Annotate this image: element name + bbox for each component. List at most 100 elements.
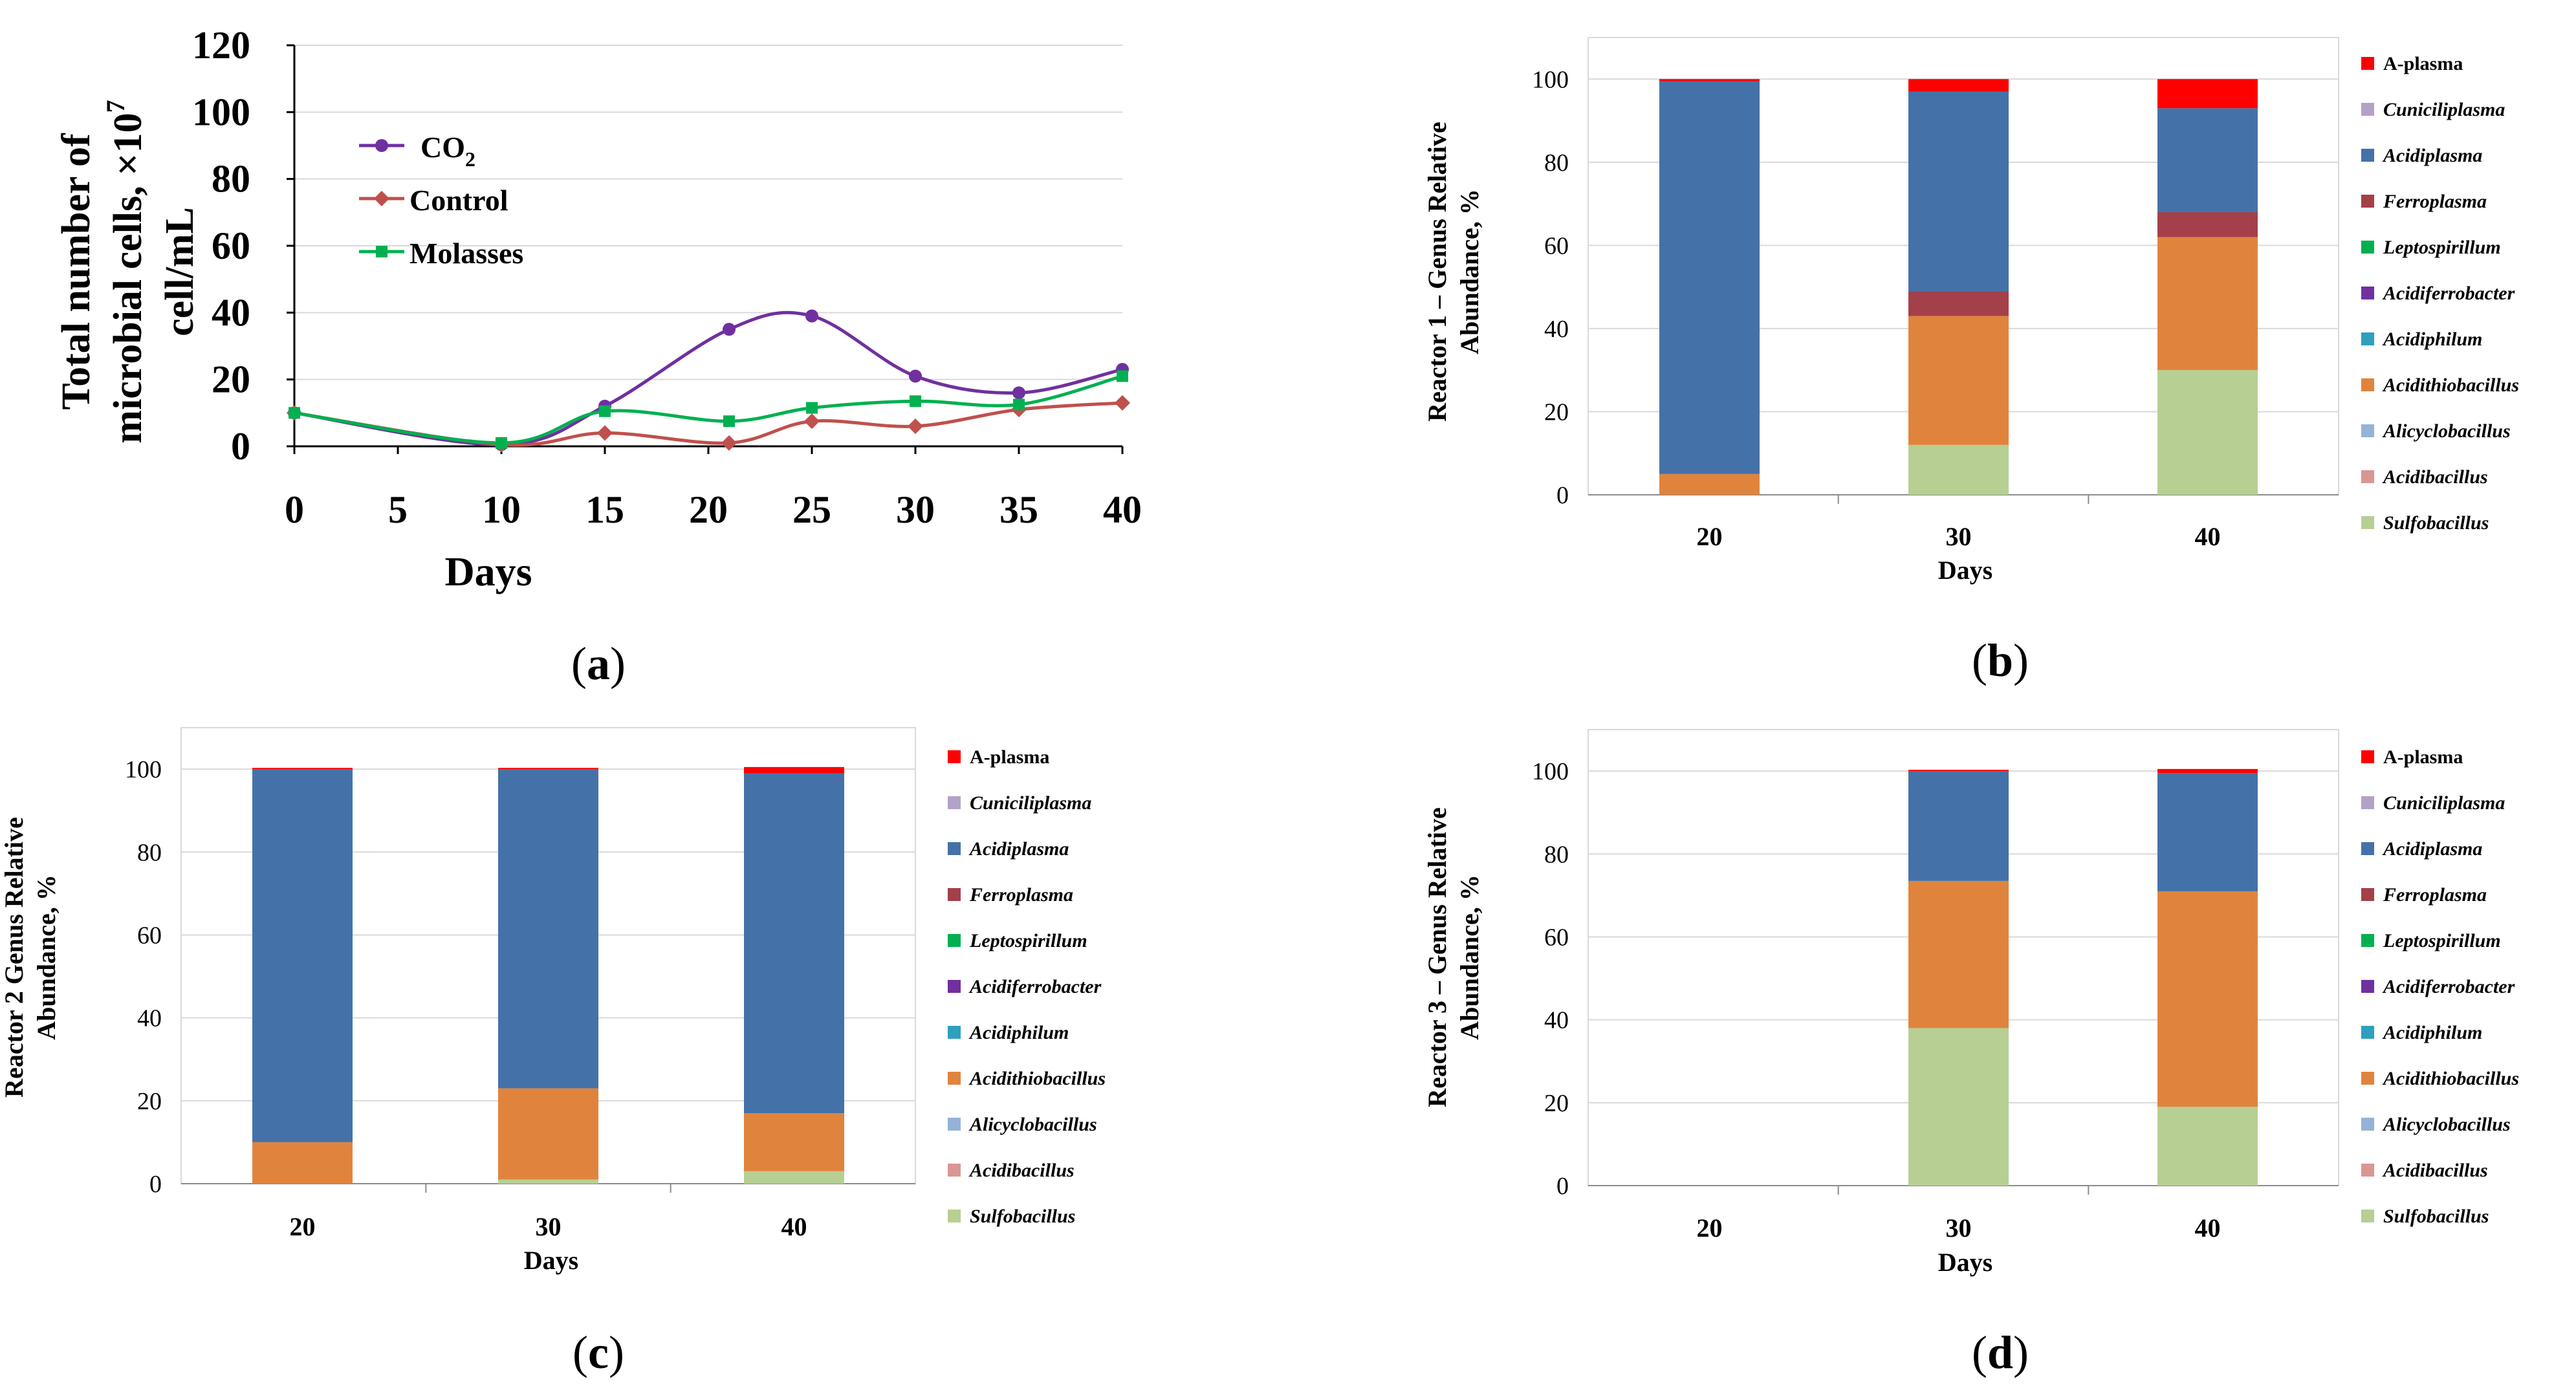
b-legend-swatch — [2361, 378, 2374, 391]
c-legend-label: Acidithiobacillus — [968, 1068, 1106, 1089]
b-legend-label: Cuniciliplasma — [2383, 99, 2505, 120]
d-y-tick-label: 100 — [1532, 758, 1569, 785]
a-legend-label: Control — [409, 184, 508, 217]
b-legend-swatch — [2361, 470, 2374, 483]
d-legend-label: Cuniciliplasma — [2383, 792, 2505, 814]
panel-c: 0 20 40 60 80 100 20 30 40 Days Reactor 2 Genus Re… — [0, 727, 1106, 1378]
a-data-point — [1012, 386, 1025, 400]
c-legend-label: Acidiferrobacter — [968, 976, 1102, 997]
b-legend-swatch — [2361, 332, 2374, 345]
a-series-control — [287, 395, 1130, 453]
d-legend-label: Acidithiobacillus — [2382, 1068, 2519, 1089]
a-data-point — [723, 323, 736, 336]
a-y-axis-title-line: Total number of — [54, 133, 98, 410]
d-y-tick-label: 0 — [1556, 1173, 1569, 1200]
c-legend-label: Acidiphilum — [968, 1022, 1069, 1043]
a-y-tick-label: 0 — [231, 425, 250, 468]
c-y-tick-label: 80 — [137, 839, 162, 866]
b-y-tick-label: 100 — [1532, 66, 1569, 93]
b-bar-ferroplasma — [2157, 212, 2258, 237]
d-legend-label: Ferroplasma — [2383, 884, 2487, 906]
a-data-point — [1013, 398, 1025, 411]
c-y-tick-label: 20 — [137, 1088, 162, 1115]
panel-letter: d — [1987, 1327, 2013, 1378]
d-legend-swatch — [2361, 934, 2374, 947]
b-legend-label: Acidithiobacillus — [2382, 375, 2519, 396]
a-data-point — [1115, 395, 1130, 411]
b-legend-label: Acidiferrobacter — [2382, 283, 2515, 304]
d-legend-swatch — [2361, 750, 2374, 763]
c-bar-sulfobacillus — [744, 1171, 844, 1184]
b-x-tick-label: 40 — [2195, 522, 2221, 551]
d-bar-a-plasma — [2157, 768, 2258, 774]
a-data-point — [599, 405, 611, 417]
d-legend-label: A-plasma — [2383, 746, 2463, 768]
panel-label-b: (b) — [1972, 635, 2029, 686]
b-x-axis-title: Days — [1938, 556, 1992, 585]
c-y-axis-title-line: Abundance, % — [32, 874, 61, 1040]
c-legend: A-plasma Cuniciliplasma Acidiplasma Ferropl… — [948, 746, 1106, 1227]
d-legend-label: Leptospirillum — [2383, 930, 2501, 951]
c-legend-label: A-plasma — [970, 746, 1049, 768]
a-legend-swatch-marker — [376, 246, 387, 257]
c-x-tick-label: 20 — [290, 1212, 316, 1241]
b-bar-acidiplasma — [1908, 91, 2009, 292]
b-legend-swatch — [2361, 287, 2374, 299]
b-y-axis-title-line: Abundance, % — [1455, 189, 1484, 354]
a-legend-label: CO2 — [420, 131, 475, 171]
c-legend-swatch — [948, 842, 961, 855]
b-legend-label: A-plasma — [2383, 53, 2463, 74]
a-legend-swatch-marker — [375, 139, 388, 152]
d-legend-label: Alicyclobacillus — [2382, 1114, 2511, 1135]
c-legend-swatch — [948, 1164, 961, 1177]
c-legend-swatch — [948, 796, 961, 809]
a-data-point — [804, 413, 820, 429]
a-legend-swatch-marker — [374, 191, 389, 206]
b-y-tick-label: 20 — [1544, 398, 1569, 426]
c-legend-label: Cuniciliplasma — [970, 792, 1091, 814]
b-y-axis-title-line: Reactor 1 – Genus Relative — [1423, 122, 1452, 422]
panel-paren: ) — [2013, 1327, 2029, 1378]
c-legend-swatch — [948, 888, 961, 901]
c-legend-swatch — [948, 750, 961, 763]
b-y-tick-label: 40 — [1544, 316, 1569, 343]
b-legend-label: Sulfobacillus — [2383, 512, 2489, 534]
a-series-line — [294, 375, 1123, 445]
a-y-axis-title: Total number of microbial cells, ×107cell… — [54, 100, 202, 443]
a-legend-label: Molasses — [409, 237, 523, 270]
d-bar-acidiplasma — [2157, 773, 2258, 891]
d-x-tick-label: 40 — [2195, 1213, 2221, 1243]
a-y-tick-label: 80 — [212, 158, 250, 201]
a-x-axis-title: Days — [444, 548, 532, 594]
panel-paren: ) — [609, 1327, 624, 1378]
d-bar-sulfobacillus — [2157, 1107, 2258, 1186]
c-legend-swatch — [948, 1026, 961, 1039]
d-y-tick-label: 40 — [1544, 1007, 1569, 1034]
c-x-tick-label: 30 — [536, 1212, 562, 1241]
d-y-tick-label: 60 — [1544, 924, 1569, 951]
b-y-tick-label: 60 — [1544, 232, 1569, 259]
b-legend-label: Acidiphilum — [2382, 329, 2482, 350]
d-bar-acidithiobacillus — [1908, 880, 2009, 1028]
b-bar-sulfobacillus — [1908, 444, 2009, 495]
panel-paren: ) — [610, 638, 626, 690]
panel-letter: c — [588, 1327, 609, 1378]
c-bar-acidithiobacillus — [498, 1088, 598, 1180]
b-y-axis-title: Reactor 1 – Genus Relative Abundance, % — [1423, 122, 1484, 422]
d-legend-swatch — [2361, 1164, 2374, 1177]
panel-b: 0 20 40 60 80 100 20 30 40 Days Reactor 1 – Genus … — [1423, 37, 2519, 686]
b-bar-acidiplasma — [1659, 81, 1760, 474]
a-legend: CO2 Control Molasses — [359, 131, 523, 270]
c-legend-swatch — [948, 934, 961, 947]
d-legend: A-plasma Cuniciliplasma Acidiplasma Ferropl… — [2361, 746, 2519, 1227]
d-bar-acidiplasma — [1908, 771, 2009, 881]
a-data-point — [806, 402, 818, 414]
d-legend-swatch — [2361, 796, 2374, 809]
c-bar-acidiplasma — [744, 773, 844, 1114]
b-y-tick-label: 0 — [1556, 482, 1569, 509]
a-data-point — [908, 418, 923, 434]
c-legend-label: Alicyclobacillus — [968, 1114, 1097, 1135]
c-bar-acidithiobacillus — [252, 1142, 353, 1184]
d-legend-label: Sulfobacillus — [2383, 1206, 2489, 1227]
c-y-tick-label: 100 — [125, 756, 162, 783]
